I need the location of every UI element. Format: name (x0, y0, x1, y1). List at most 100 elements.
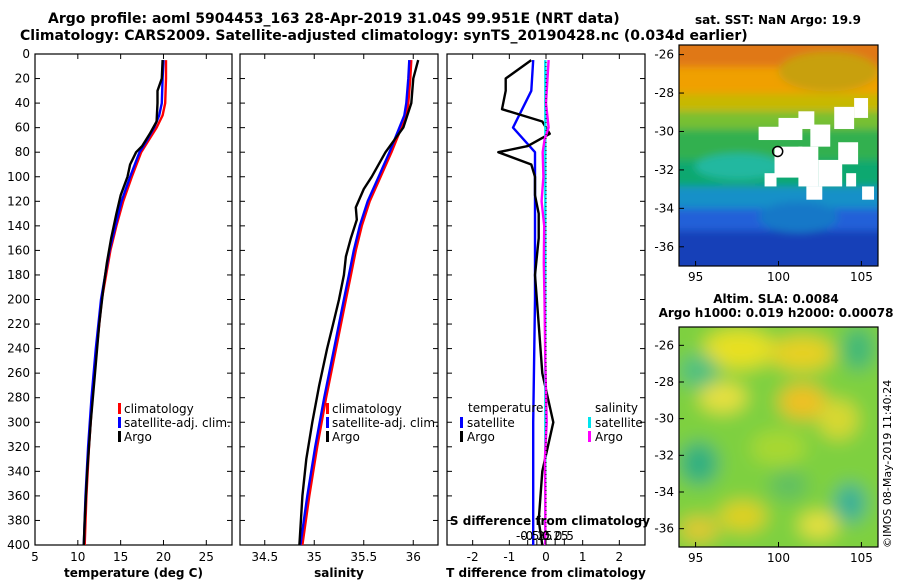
temperature-series-argo (82, 60, 164, 546)
sst-lat-tick-label: -34 (654, 201, 674, 215)
sla-lat-tick-label: -26 (654, 338, 674, 352)
depth-tick-label: 260 (7, 366, 30, 380)
diff-legend-salinity-satellite: satellite (595, 416, 643, 430)
sla-lon-tick-label: 105 (850, 551, 873, 565)
sla-lat-tick-label: -34 (654, 485, 674, 499)
sla-blob (679, 353, 719, 389)
sst-blob (758, 201, 839, 233)
depth-tick-label: 300 (7, 415, 30, 429)
difference-panel: -2 -1 0 1 2 T difference from climatology S di… (446, 53, 650, 580)
salinity-legend-swatch (326, 403, 329, 414)
depth-tick-label: 140 (7, 219, 30, 233)
depth-tick-label: 220 (7, 317, 30, 331)
sla-lat-tick-label: -30 (654, 412, 674, 426)
sla-blob (679, 441, 719, 486)
argo-float-marker (771, 145, 784, 158)
sla-blob (770, 335, 835, 371)
cloud-cell (838, 142, 859, 165)
temperature-panel: 5 10 15 20 25 0 20 40 60 80 100 120 140 160 180 200 220 2… (7, 47, 233, 580)
cloud-cell (764, 173, 777, 187)
depth-tick-label: 0 (22, 47, 30, 61)
temperature-xtick-label: 5 (31, 550, 39, 564)
cloud-cell (862, 186, 875, 200)
salinity-xlabel: salinity (314, 566, 364, 580)
salinity-legend-satellite-adj-clim: satellite-adj. clim. (332, 416, 439, 430)
cloud-cell (834, 106, 855, 129)
salinity-legend-swatch (326, 417, 329, 428)
difference-xtick-label: -1 (503, 550, 515, 564)
difference-xlabel: T difference from climatology (446, 566, 646, 580)
sst-lat-tick-label: -26 (654, 48, 674, 62)
difference-series-t-argo (497, 59, 555, 546)
cloud-cell (758, 126, 779, 141)
diff-legend-temperature-satellite: satellite (467, 416, 515, 430)
diff-legend-salinity-header: salinity (595, 401, 638, 415)
salinity-diff-tick-label: -0.25 (521, 529, 552, 543)
salinity-diff-axis-label: S difference from climatology (450, 514, 650, 528)
sla-blob (768, 470, 809, 501)
sla-blob (842, 327, 875, 371)
sla-blob (679, 516, 719, 543)
temperature-xtick-label: 10 (70, 550, 85, 564)
salinity-xtick-label: 35.5 (350, 550, 377, 564)
cloud-cell (818, 159, 843, 187)
depth-tick-label: 40 (15, 96, 30, 110)
difference-xtick-label: 0 (542, 550, 550, 564)
sst-map-field (679, 45, 878, 266)
temperature-legend-swatch (118, 417, 121, 428)
depth-tick-label: 100 (7, 170, 30, 184)
sla-map-title: Altim. SLA: 0.0084 (713, 292, 839, 306)
depth-tick-label: 120 (7, 194, 30, 208)
salinity-xtick-label: 35 (307, 550, 322, 564)
plot-title-line1: Argo profile: aoml 5904453_163 28-Apr-20… (48, 11, 620, 27)
diff-legend-temperature-argo: Argo (467, 430, 495, 444)
depth-tick-label: 380 (7, 513, 30, 527)
depth-tick-label: 200 (7, 293, 30, 307)
depth-tick-label: 360 (7, 489, 30, 503)
sst-blob (778, 51, 878, 92)
salinity-xtick-label: 36 (406, 550, 421, 564)
temperature-xtick-label: 20 (156, 550, 171, 564)
sla-map-field (679, 327, 878, 547)
sla-map-panel: 95 100 105 -26 -28 -30 -32 -34 -36 Altim. SLA: 0.… (654, 292, 894, 565)
sst-blob (694, 153, 783, 180)
sst-lat-tick-label: -30 (654, 124, 674, 138)
sla-lat-tick-label: -36 (654, 522, 674, 536)
salinity-legend-swatch (326, 431, 329, 442)
sla-lat-tick-label: -32 (654, 448, 674, 462)
depth-tick-label: 240 (7, 342, 30, 356)
sst-map-title: sat. SST: NaN Argo: 19.9 (695, 13, 861, 27)
sla-lat-tick-label: -28 (654, 375, 674, 389)
cloud-cell (854, 98, 869, 118)
sla-map-subtitle: Argo h1000: 0.019 h2000: 0.00078 (659, 306, 894, 320)
depth-tick-label: 400 (7, 538, 30, 552)
sst-lat-tick-label: -32 (654, 163, 674, 177)
sla-blob (750, 430, 807, 466)
salinity-xtick-label: 34.5 (251, 550, 278, 564)
sla-lon-tick-label: 95 (688, 551, 703, 565)
sla-lon-tick-label: 100 (767, 551, 790, 565)
salinity-diff-tick-label: 0.25 (542, 529, 569, 543)
cloud-cell (774, 146, 803, 178)
difference-xtick-label: 2 (616, 550, 624, 564)
diff-legend-salinity-swatch (588, 417, 591, 428)
sla-blob (718, 500, 767, 532)
sla-blob (698, 382, 747, 413)
sst-map-panel: 95 100 105 -26 -28 -30 -32 -34 -36 sat. SST: NaN … (654, 13, 879, 284)
sst-lon-tick-label: 95 (688, 270, 703, 284)
temperature-xtick-label: 25 (199, 550, 214, 564)
sla-blob (818, 399, 859, 440)
temperature-legend-swatch (118, 431, 121, 442)
depth-tick-label: 160 (7, 243, 30, 257)
depth-tick-label: 60 (15, 121, 30, 135)
diff-legend-temperature-header: temperature (468, 401, 543, 415)
temperature-xlabel: temperature (deg C) (64, 566, 203, 580)
sst-map-image (679, 45, 878, 266)
salinity-legend-argo: Argo (332, 430, 360, 444)
temperature-frame (34, 53, 233, 546)
sst-cloud-mask (758, 98, 875, 200)
salinity-series-climatology (301, 60, 413, 546)
depth-tick-label: 80 (15, 145, 30, 159)
difference-xtick-label: 1 (579, 550, 587, 564)
sst-lon-tick-label: 100 (767, 270, 790, 284)
